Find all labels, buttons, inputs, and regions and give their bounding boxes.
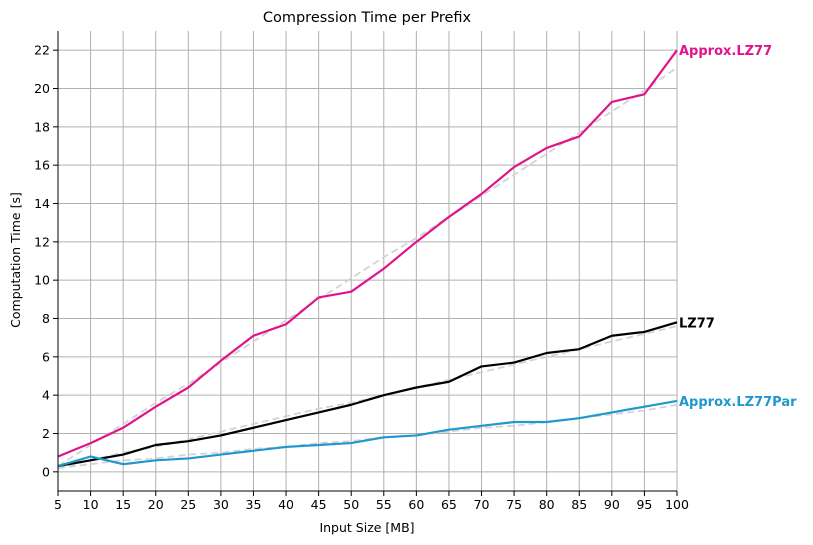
x-tick-label: 90 [604,497,620,512]
series-label-lz77: LZ77 [679,316,715,331]
series-line-lz77 [57,321,678,468]
x-tick-label: 80 [539,497,555,512]
x-tick-label: 40 [278,497,294,512]
trend-line-approx-lz77 [57,66,678,467]
y-tick-labels: 0 2 4 6 8 10 12 14 16 18 20 22 [34,43,50,480]
series-label-approx-lz77: Approx.LZ77 [679,44,772,59]
x-axis-label: Input Size [MB] [319,520,414,535]
y-tick-label: 2 [42,426,50,441]
x-tick-label: 35 [246,497,262,512]
y-tick-label: 4 [42,388,50,403]
series-line-approx-lz77 [57,49,678,458]
x-tick-label: 100 [665,497,689,512]
y-tick-label: 14 [34,196,50,211]
y-tick-label: 0 [42,464,50,479]
x-tick-label: 45 [311,497,327,512]
y-axis-label: Computation Time [s] [8,192,23,328]
x-tick-label: 50 [343,497,359,512]
x-tick-label: 70 [474,497,490,512]
x-tick-labels: 5 10 15 20 25 30 35 40 45 50 55 60 65 70 75 80 85 90 95 100 [54,497,689,512]
chart-title: Compression Time per Prefix [263,10,472,26]
trend-lines [57,66,678,469]
trend-line-approx-lz77par [57,403,678,469]
grid [57,31,678,491]
series-labels: Approx.LZ77 LZ77 Approx.LZ77Par [679,44,797,410]
x-tick-label: 95 [636,497,652,512]
y-tick-label: 22 [34,43,50,58]
x-tick-label: 55 [376,497,392,512]
x-tick-label: 75 [506,497,522,512]
series-label-approx-lz77par: Approx.LZ77Par [679,395,797,410]
x-tick-label: 65 [441,497,457,512]
y-tick-label: 6 [42,349,50,364]
x-tick-label: 15 [115,497,131,512]
series-lines [57,49,678,468]
y-tick-label: 12 [34,234,50,249]
x-tick-label: 30 [213,497,229,512]
x-tick-label: 5 [54,497,62,512]
x-tick-label: 25 [180,497,196,512]
x-tick-label: 10 [83,497,99,512]
axes [53,31,678,496]
y-tick-label: 20 [34,81,50,96]
y-tick-label: 10 [34,273,50,288]
series-line-approx-lz77par [57,399,678,468]
y-tick-label: 16 [34,158,50,173]
y-tick-label: 18 [34,119,50,134]
x-tick-label: 20 [148,497,164,512]
x-tick-label: 85 [571,497,587,512]
x-tick-label: 60 [408,497,424,512]
y-tick-label: 8 [42,311,50,326]
